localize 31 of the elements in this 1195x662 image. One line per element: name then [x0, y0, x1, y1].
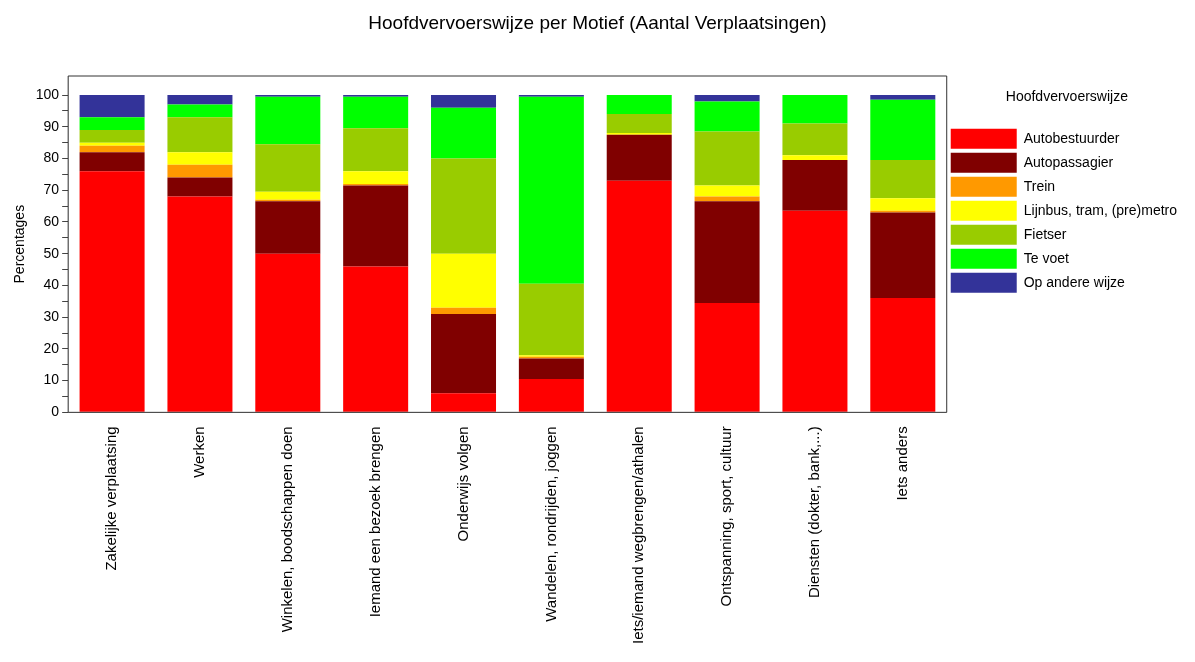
y-tick-label: 100	[35, 85, 60, 102]
y-tick-label: 60	[43, 212, 60, 229]
x-tick-label: Werken	[190, 426, 208, 478]
y-tick-label: 20	[43, 339, 60, 356]
y-tick-label: 0	[51, 403, 60, 420]
x-tick-label: Diensten (dokter, bank,...)	[805, 426, 823, 599]
y-tick-label: 90	[43, 117, 60, 134]
x-tick-label: Iemand een bezoek brengen	[365, 426, 383, 618]
y-tick-label: 10	[43, 371, 60, 388]
y-tick-label: 70	[43, 181, 60, 198]
x-tick-label: Onderwijs volgen	[453, 426, 471, 542]
chart-title: Hoofdvervoerswijze per Motief (Aantal Verplaatsingen)	[367, 12, 828, 34]
y-axis-title: Percentages	[11, 204, 28, 284]
y-tick-label: 80	[43, 149, 60, 166]
x-tick-label: Iets anders	[892, 426, 910, 501]
x-tick-label: Zakelijke verplaatsing	[102, 426, 120, 571]
y-tick-label: 30	[43, 308, 60, 325]
legend-title: Hoofdvervoerswijze	[1005, 87, 1129, 104]
x-tick-label: Iets/iemand wegbrengen/athalen	[629, 426, 647, 644]
y-tick-label: 40	[43, 276, 60, 293]
legend-label: Lijnbus, tram, (pre)metro	[1023, 201, 1178, 218]
y-tick-label: 50	[43, 244, 60, 261]
x-tick-label: Winkelen, boodschappen doen	[277, 426, 295, 633]
legend-label: Fietser	[1023, 225, 1067, 242]
legend-label: Trein	[1023, 177, 1056, 194]
x-tick-label: Wandelen, rondrijden, joggen	[541, 426, 559, 622]
legend-label: Op andere wijze	[1023, 273, 1126, 290]
legend-label: Autopassagier	[1023, 153, 1114, 170]
legend-label: Te voet	[1023, 249, 1069, 266]
legend-label: Autobestuurder	[1023, 129, 1120, 146]
x-tick-label: Ontspanning, sport, cultuur	[717, 426, 735, 607]
